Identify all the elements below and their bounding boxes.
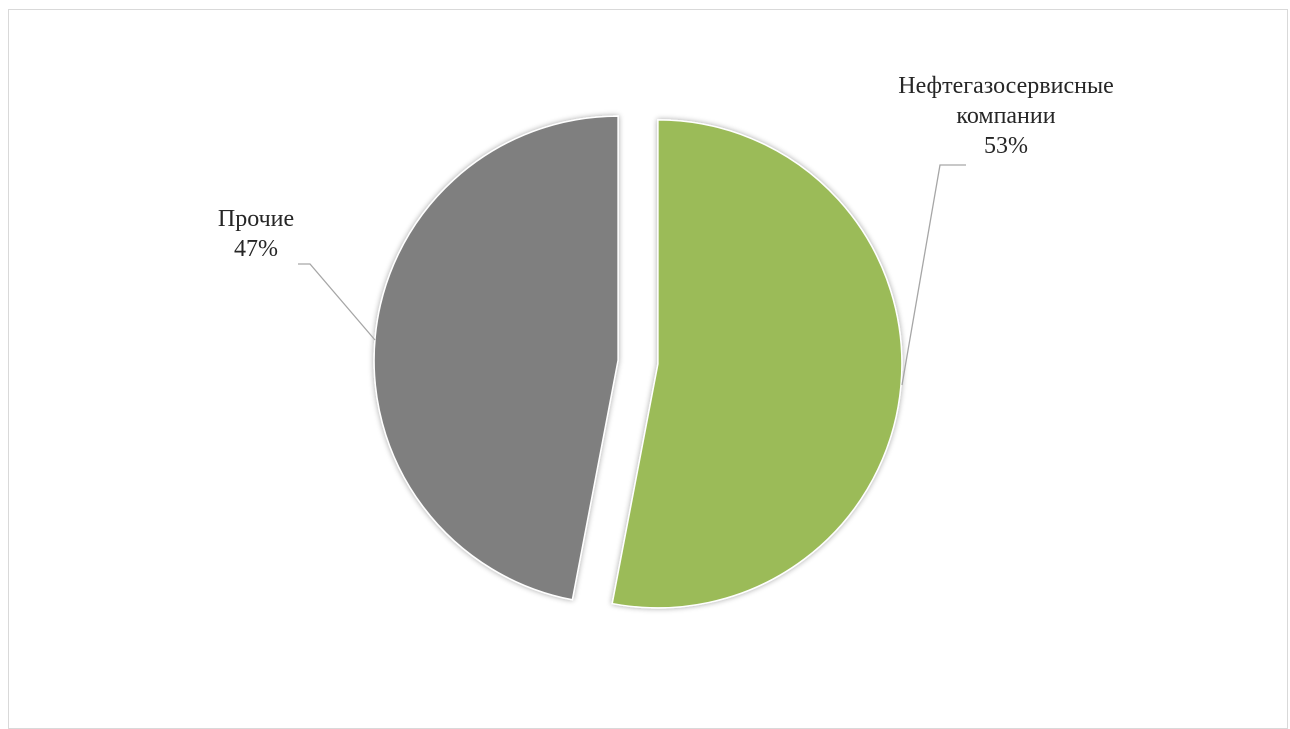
leader-line-1: [298, 263, 376, 341]
data-label-percent-1: 47%: [234, 236, 278, 262]
leader-line-0: [901, 164, 966, 386]
data-label-name-0: Нефтегазосервисные: [898, 73, 1113, 99]
pie-slice-0: [611, 119, 903, 609]
data-label-name-0: компании: [956, 103, 1055, 129]
data-label-percent-0: 53%: [984, 133, 1028, 159]
data-label-name-1: Прочие: [218, 206, 294, 232]
pie-slice-1: [373, 115, 619, 601]
chart-area: [8, 9, 1288, 729]
pie-chart: Нефтегазосервисные компании 53% Прочие 47%: [218, 73, 1114, 609]
